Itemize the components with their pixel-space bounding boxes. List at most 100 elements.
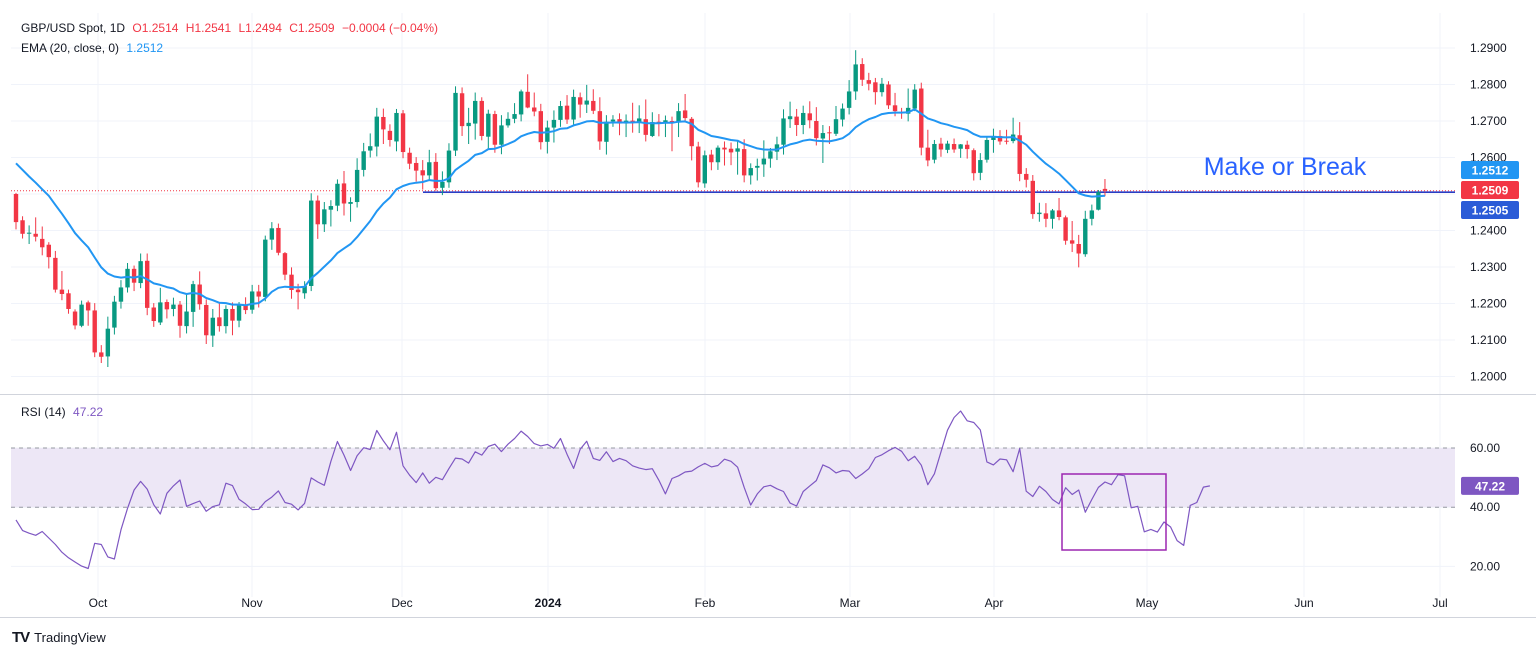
candle-body [230,308,235,321]
candle-body [873,82,878,93]
candle [466,107,471,144]
candle-body [604,121,609,142]
candle-body [269,228,275,240]
candle [171,297,176,317]
candle [617,113,622,136]
candle [394,108,399,152]
candle [66,289,71,314]
candle [33,217,38,242]
candle-body [112,301,117,328]
candle [1030,175,1035,219]
candle [846,80,852,115]
candle [794,108,799,136]
candle-body [892,105,898,112]
candle [85,300,91,326]
tradingview-brand: TradingView [34,630,106,645]
candle-body [991,135,996,140]
candle-body [302,285,307,294]
ema-legend: EMA (20, close, 0) 1.2512 [21,41,167,55]
candle [735,141,740,175]
candle-body [20,220,25,234]
candle [1076,234,1081,268]
candle [151,303,156,327]
candle-body [505,118,511,126]
candle [13,192,19,230]
candle-body [348,202,353,204]
candle [341,171,347,216]
candle [433,153,439,191]
candle-body [669,121,675,123]
candle-body [479,100,484,136]
candle-body [33,233,38,237]
candle-body [965,144,970,150]
candle-body [1096,192,1101,210]
ema-series [15,108,1106,307]
candle-body [92,310,97,353]
candle-body [709,154,714,163]
candle [492,110,498,153]
candle-body [715,147,721,163]
candle-body [591,100,596,111]
candle-body [571,96,576,120]
candle [112,295,117,335]
candle [801,105,806,135]
candle [184,294,189,334]
time-axis-tick: Feb [695,596,716,610]
candle-body [853,64,858,92]
candle [886,81,891,109]
candle [912,84,917,112]
candle [499,115,504,155]
candle-body [40,238,45,248]
candle [440,171,445,196]
candle [591,89,596,115]
candle [1024,168,1029,188]
candle [951,138,957,153]
close-value: C1.2509 [289,21,335,35]
candle-body [643,119,648,135]
candle-body [420,170,425,176]
candle [643,99,648,142]
candle-body [761,158,767,165]
candle [210,308,215,347]
candle [486,109,491,150]
candle [840,103,845,127]
candle [755,158,760,181]
candle-body [905,107,911,114]
candlestick-series [13,50,1108,368]
candle-body [768,151,773,159]
candle-body [1056,210,1062,217]
rsi-axis-tick: 20.00 [1470,559,1500,573]
candle [814,107,819,146]
candle [309,193,314,292]
candle-body [440,181,445,188]
candle [551,110,557,143]
candle-body [984,139,990,160]
candle [322,202,327,232]
candle-body [1017,135,1022,174]
candle [787,101,793,128]
candle-body [177,304,183,326]
candle [158,287,163,326]
candle-body [886,84,891,106]
level-price-badge-bg [1461,201,1519,219]
candle [650,112,655,138]
price-axis-tick: 1.2100 [1470,333,1507,347]
candle [138,253,143,289]
candle-body [223,308,229,327]
rsi-line [15,410,1211,570]
candle-body [171,304,176,309]
candle-body [158,302,163,323]
candle [302,281,307,299]
candle [276,223,281,256]
candle-body [551,119,557,128]
candle-body [1069,240,1075,244]
candle-body [473,100,478,124]
candle-body [938,143,944,150]
candle-body [400,113,406,153]
time-axis-tick: 2024 [535,596,562,610]
candle [1056,198,1062,221]
candle [420,160,425,190]
